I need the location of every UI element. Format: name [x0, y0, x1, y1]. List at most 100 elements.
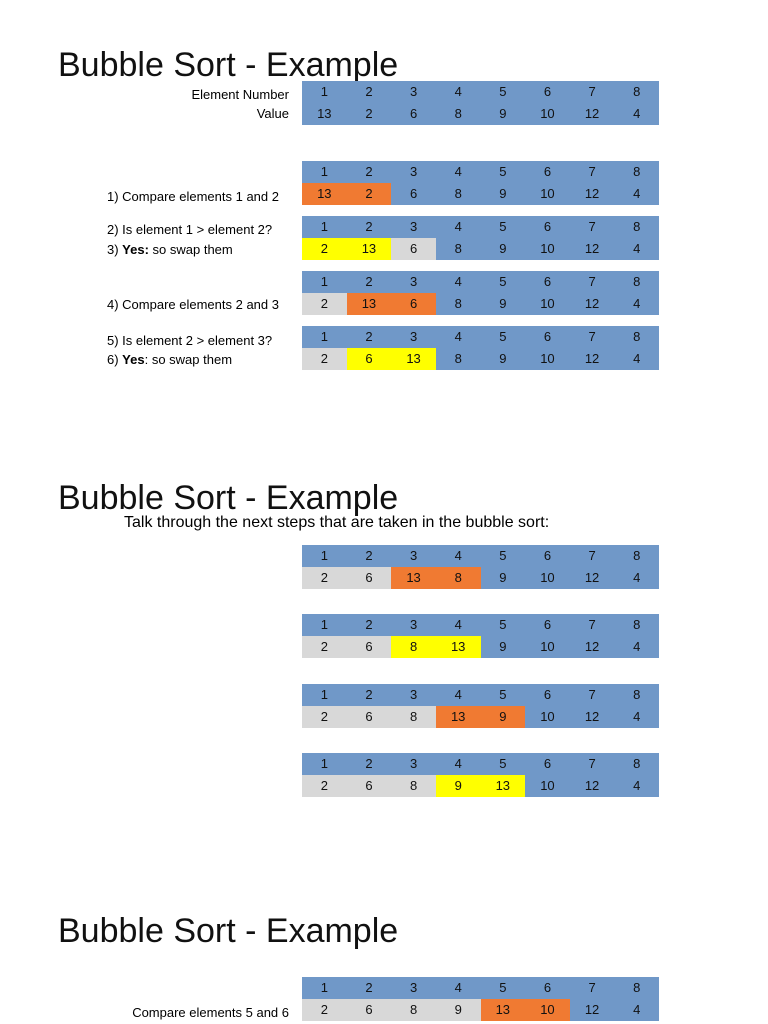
step-array-table: 1 2 3 4 5 6 7 8 2 13 6 8 9 10 12 4 — [302, 271, 659, 315]
value-cell: 6 — [391, 293, 436, 315]
element-number-cell: 3 — [391, 684, 436, 706]
element-number-cell: 5 — [480, 326, 526, 348]
value-cell: 4 — [614, 183, 659, 205]
element-number-cell: 5 — [480, 271, 526, 293]
step-description: 3) Yes: so swap them — [107, 243, 233, 256]
value-cell: 10 — [525, 103, 570, 125]
element-number-cell: 4 — [435, 977, 481, 999]
value-cell: 9 — [435, 999, 481, 1021]
value-cell: 8 — [391, 775, 436, 797]
value-cell: 9 — [480, 183, 526, 205]
element-number-cell: 8 — [614, 977, 659, 999]
value-cell: 6 — [391, 238, 436, 260]
value-cell: 12 — [569, 999, 615, 1021]
value-cell: 6 — [346, 348, 392, 370]
element-number-cell: 5 — [480, 977, 526, 999]
value-cell: 2 — [302, 567, 347, 589]
value-cell: 12 — [569, 775, 615, 797]
step-array-table: 1 2 3 4 5 6 7 8 2 6 13 8 9 10 12 4 — [302, 545, 659, 589]
element-number-cell: 2 — [346, 161, 392, 183]
answer-yes: Yes — [122, 352, 145, 367]
element-number-cell: 7 — [569, 81, 615, 103]
slide2-title: Bubble Sort - Example — [58, 479, 399, 517]
value-cell: 9 — [480, 293, 526, 315]
element-number-cell: 7 — [569, 614, 615, 636]
element-number-cell: 4 — [435, 81, 481, 103]
value-cell: 6 — [391, 103, 436, 125]
value-cell: 4 — [614, 775, 659, 797]
value-cell: 8 — [435, 103, 481, 125]
element-number-cell: 2 — [346, 216, 392, 238]
element-number-cell: 1 — [302, 614, 347, 636]
value-cell: 13 — [480, 775, 526, 797]
element-number-cell: 6 — [525, 161, 570, 183]
element-number-cell: 2 — [346, 326, 392, 348]
value-label: Value — [256, 106, 289, 121]
value-cell: 10 — [525, 567, 570, 589]
value-cell: 8 — [435, 293, 481, 315]
element-number-cell: 7 — [569, 684, 615, 706]
value-cell: 10 — [525, 238, 570, 260]
element-number-cell: 4 — [435, 545, 481, 567]
value-cell: 10 — [525, 999, 570, 1021]
element-number-cell: 8 — [614, 81, 659, 103]
value-cell: 6 — [346, 636, 392, 658]
element-number-cell: 3 — [391, 977, 436, 999]
step-text: Compare elements 5 and 6 — [132, 1005, 289, 1020]
step-text: so swap them — [148, 242, 233, 257]
element-number-cell: 2 — [346, 81, 392, 103]
element-number-cell: 1 — [302, 271, 347, 293]
element-number-label: Element Number — [191, 87, 289, 102]
value-cell: 6 — [346, 775, 392, 797]
element-number-cell: 1 — [302, 684, 347, 706]
step-description: 5) Is element 2 > element 3? — [107, 334, 272, 347]
value-cell: 9 — [480, 238, 526, 260]
step-array-table: 1 2 3 4 5 6 7 8 2 13 6 8 9 10 12 4 — [302, 216, 659, 260]
element-number-cell: 5 — [480, 161, 526, 183]
value-cell: 12 — [569, 706, 615, 728]
element-number-cell: 1 — [302, 545, 347, 567]
value-cell: 13 — [346, 238, 392, 260]
value-cell: 8 — [435, 183, 481, 205]
value-cell: 8 — [435, 348, 481, 370]
element-number-cell: 5 — [480, 753, 526, 775]
value-cell: 13 — [391, 348, 436, 370]
element-number-cell: 8 — [614, 271, 659, 293]
element-number-cell: 4 — [435, 161, 481, 183]
element-number-cell: 3 — [391, 614, 436, 636]
element-number-cell: 4 — [435, 216, 481, 238]
value-cell: 4 — [614, 636, 659, 658]
element-number-cell: 8 — [614, 326, 659, 348]
value-cell: 9 — [480, 636, 526, 658]
element-number-cell: 8 — [614, 684, 659, 706]
element-number-cell: 5 — [480, 545, 526, 567]
step-text: 4) Compare elements 2 and 3 — [107, 297, 279, 312]
value-cell: 13 — [435, 706, 481, 728]
value-cell: 9 — [480, 706, 526, 728]
element-number-cell: 8 — [614, 545, 659, 567]
value-cell: 2 — [302, 636, 347, 658]
step-text: 2) Is element 1 > element 2? — [107, 222, 273, 237]
element-number-cell: 4 — [435, 753, 481, 775]
element-number-cell: 4 — [435, 614, 481, 636]
value-cell: 10 — [525, 183, 570, 205]
value-cell: 4 — [614, 706, 659, 728]
element-number-cell: 8 — [614, 753, 659, 775]
value-cell: 9 — [480, 348, 526, 370]
value-cell: 2 — [302, 348, 347, 370]
value-cell: 8 — [391, 636, 436, 658]
element-number-cell: 3 — [391, 753, 436, 775]
element-number-cell: 5 — [480, 81, 526, 103]
value-cell: 2 — [302, 706, 347, 728]
element-number-cell: 1 — [302, 977, 347, 999]
step-number: 6) — [107, 352, 123, 367]
step-array-table: 1 2 3 4 5 6 7 8 2 6 8 13 9 10 12 4 — [302, 684, 659, 728]
element-number-cell: 8 — [614, 161, 659, 183]
value-cell: 2 — [302, 999, 347, 1021]
step-description: 6) Yes: so swap them — [107, 353, 232, 366]
element-number-cell: 2 — [346, 753, 392, 775]
element-number-cell: 1 — [302, 161, 347, 183]
value-cell: 10 — [525, 348, 570, 370]
value-cell: 13 — [302, 183, 347, 205]
value-cell: 12 — [569, 567, 615, 589]
